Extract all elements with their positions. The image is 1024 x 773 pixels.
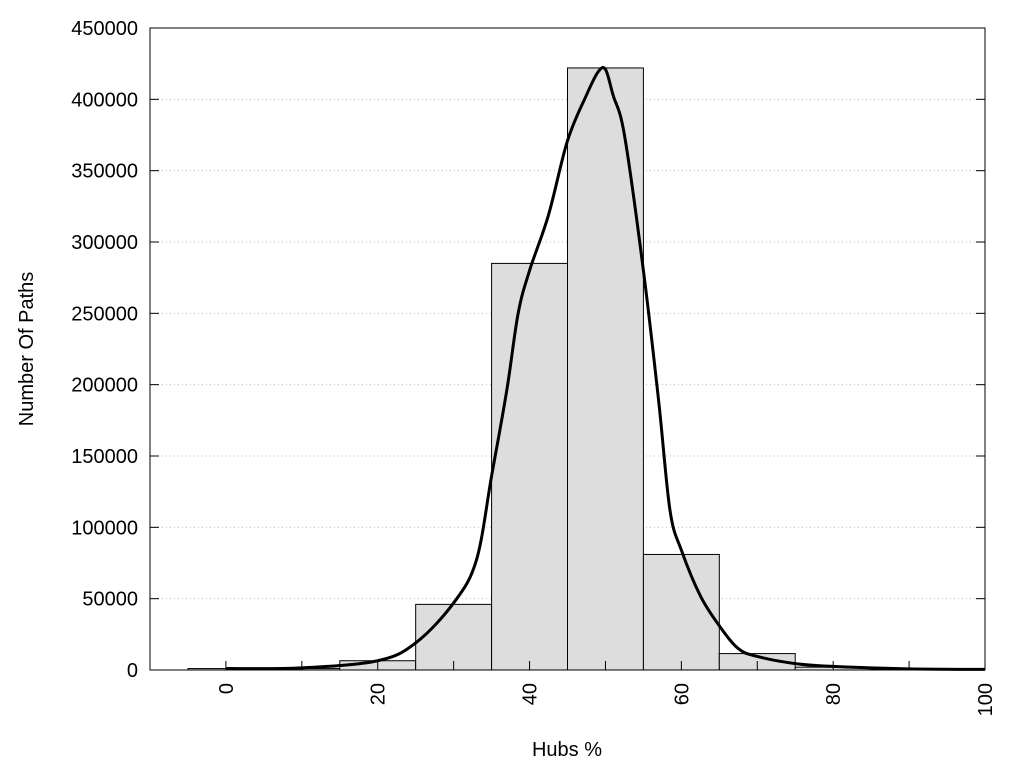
x-axis-label: Hubs % [532, 739, 602, 761]
histogram-bar [567, 67, 644, 671]
y-tick-label: 400000 [71, 89, 138, 111]
x-tick-label: 40 [520, 683, 542, 705]
x-tick-label: 80 [823, 683, 845, 705]
x-tick-label: 100 [975, 683, 997, 716]
y-tick-label: 250000 [71, 303, 138, 325]
y-tick-label: 450000 [71, 18, 138, 40]
x-tick-labels: 0 20 40 60 80 100 [216, 683, 997, 716]
x-tick-label: 20 [368, 683, 390, 705]
y-axis-label: Number Of Paths [16, 272, 38, 427]
y-tick-labels: 0 50000 100000 150000 200000 250000 300000 3500… [71, 18, 138, 682]
histogram-bar [642, 553, 720, 671]
y-tick-label: 300000 [71, 232, 138, 254]
axis-ticks [150, 27, 986, 671]
x-tick-label: 60 [671, 683, 693, 705]
x-tick-label: 0 [216, 683, 238, 694]
histogram-bar [491, 262, 568, 671]
y-tick-label: 350000 [71, 161, 138, 183]
y-tick-label: 100000 [71, 517, 138, 539]
y-tick-label: 0 [127, 660, 138, 682]
fit-curve [225, 65, 986, 671]
y-tick-label: 200000 [71, 375, 138, 397]
bars [187, 67, 948, 671]
histogram-bar [415, 603, 493, 671]
plot-frame [149, 27, 986, 671]
y-tick-label: 50000 [82, 589, 138, 611]
y-tick-label: 150000 [71, 446, 138, 468]
